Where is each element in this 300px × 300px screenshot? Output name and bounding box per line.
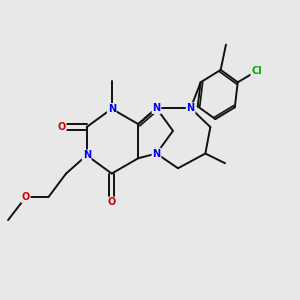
Text: N: N bbox=[82, 150, 91, 160]
Text: O: O bbox=[22, 192, 30, 202]
Text: Cl: Cl bbox=[251, 66, 262, 76]
Text: N: N bbox=[108, 104, 116, 114]
Text: O: O bbox=[108, 197, 116, 207]
Text: N: N bbox=[152, 148, 160, 158]
Text: O: O bbox=[58, 122, 66, 132]
Text: N: N bbox=[152, 103, 160, 113]
Text: N: N bbox=[187, 103, 195, 113]
